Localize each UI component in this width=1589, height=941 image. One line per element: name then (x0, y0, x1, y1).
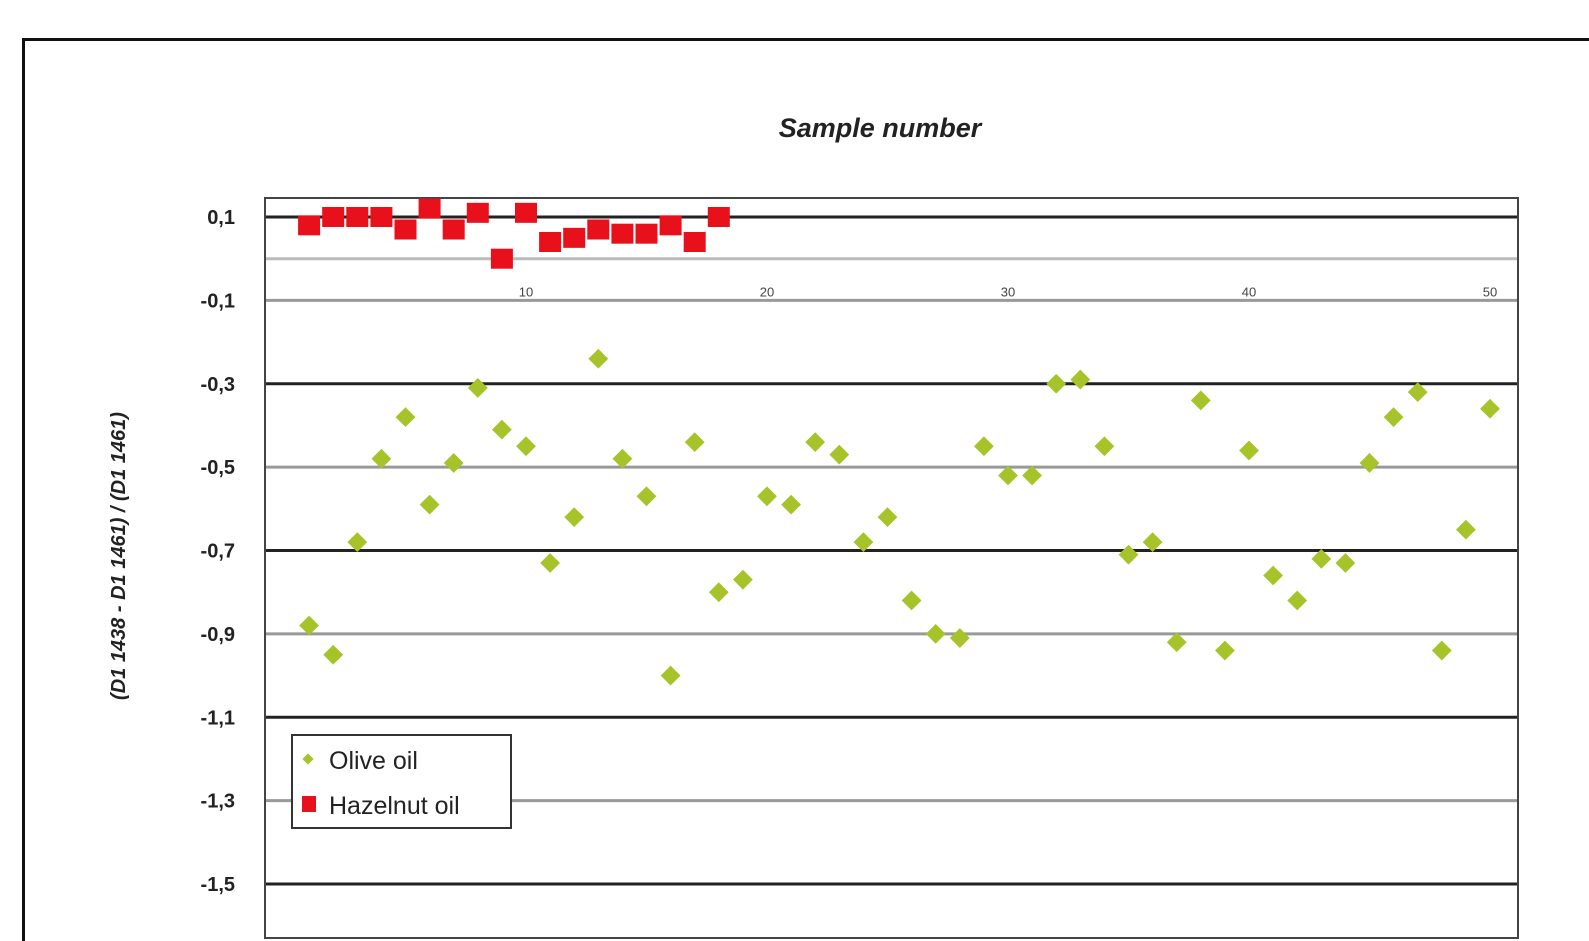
olive-oil-point (781, 494, 801, 515)
x-tick-label: 20 (760, 285, 774, 300)
olive-oil-point (757, 486, 777, 507)
olive-oil-point (1094, 436, 1115, 457)
legend-marker-hazelnut (302, 796, 316, 812)
y-tick-label: -0,7 (201, 541, 235, 563)
hazelnut-oil-point (322, 207, 345, 227)
y-tick-label: -0,1 (201, 290, 235, 312)
scatter-chart: Sample number (D1 1438 - D1 1461) / (D1 … (108, 113, 1519, 939)
legend: Olive oil Hazelnut oil (291, 734, 512, 829)
olive-oil-point (949, 628, 970, 648)
olive-oil-point (853, 532, 874, 553)
olive-oil-point (1166, 632, 1187, 653)
olive-oil-point (998, 465, 1018, 486)
olive-oil-point (733, 569, 753, 590)
olive-oil-point (901, 590, 922, 611)
olive-oil-point (492, 419, 512, 440)
olive-oil-point (1407, 382, 1428, 402)
hazelnut-oil-point (418, 198, 441, 219)
hazelnut-oil-point (539, 232, 562, 253)
x-tick-label: 40 (1242, 285, 1256, 300)
olive-oil-point (829, 444, 850, 465)
y-tick-label: 0,1 (207, 207, 235, 229)
x-tick-label: 10 (519, 285, 533, 300)
olive-oil-point (323, 644, 344, 665)
hazelnut-oil-point (346, 207, 369, 227)
olive-oil-point (612, 448, 633, 469)
hazelnut-oil-point (298, 215, 321, 236)
hazelnut-oil-point (394, 219, 417, 240)
olive-oil-point (1383, 407, 1404, 427)
x-axis-ticks: 10 20 30 40 50 (519, 285, 1497, 300)
olive-oil-point (1287, 590, 1308, 611)
legend-box (291, 734, 512, 829)
olive-oil-series (299, 348, 1500, 686)
hazelnut-oil-point (442, 219, 465, 240)
olive-oil-point (419, 494, 440, 515)
olive-oil-point (974, 436, 994, 457)
hazelnut-oil-series (298, 198, 730, 269)
legend-label-hazelnut: Hazelnut oil (329, 792, 460, 820)
olive-oil-point (1215, 640, 1235, 661)
hazelnut-oil-point (683, 232, 706, 253)
hazelnut-oil-point (490, 248, 513, 269)
olive-oil-point (1046, 373, 1067, 394)
y-tick-label: -0,3 (201, 374, 235, 396)
olive-oil-point (1142, 532, 1163, 553)
olive-oil-point (1263, 565, 1283, 586)
olive-oil-point (1118, 544, 1139, 565)
hazelnut-oil-point (635, 223, 658, 244)
y-tick-label: -1,5 (201, 874, 235, 896)
y-tick-label: -1,3 (201, 791, 235, 813)
chart-frame: Sample number (D1 1438 - D1 1461) / (D1 … (22, 38, 1589, 941)
legend-label-olive: Olive oil (329, 747, 418, 775)
hazelnut-oil-point (707, 207, 730, 227)
hazelnut-oil-point (587, 219, 610, 240)
olive-oil-point (588, 348, 609, 369)
olive-oil-point (660, 665, 681, 686)
olive-oil-point (805, 432, 826, 453)
legend-marker-olive (302, 753, 314, 765)
y-tick-label: -1,1 (201, 707, 235, 729)
olive-oil-point (371, 448, 392, 469)
olive-oil-point (1480, 398, 1500, 419)
olive-oil-point (564, 507, 585, 528)
olive-oil-point (877, 507, 898, 528)
olive-oil-point (1070, 369, 1091, 390)
olive-oil-point (467, 378, 488, 398)
olive-oil-point (395, 407, 416, 427)
chart-title: Sample number (779, 113, 983, 143)
olive-oil-point (636, 486, 657, 507)
y-tick-label: -0,5 (201, 457, 235, 479)
olive-oil-point (540, 553, 560, 573)
y-axis-label: (D1 1438 - D1 1461) / (D1 1461) (108, 412, 130, 700)
hazelnut-oil-point (515, 202, 537, 223)
hazelnut-oil-point (466, 202, 489, 223)
olive-oil-point (299, 615, 319, 636)
x-tick-label: 50 (1483, 285, 1497, 300)
y-axis-ticks: 0,1 -0,1 -0,3 -0,5 -0,7 -0,9 -1,1 -1,3 -1,5 (201, 207, 235, 896)
hazelnut-oil-point (370, 207, 393, 227)
olive-oil-point (925, 623, 946, 644)
olive-oil-point (1431, 640, 1452, 661)
olive-oil-point (443, 453, 464, 473)
olive-oil-point (1190, 390, 1211, 411)
olive-oil-point (1456, 519, 1476, 540)
olive-oil-point (347, 532, 368, 553)
olive-oil-point (516, 436, 536, 457)
hazelnut-oil-point (611, 223, 634, 244)
hazelnut-oil-point (659, 215, 682, 236)
x-tick-label: 30 (1001, 285, 1015, 300)
olive-oil-point (1022, 465, 1042, 486)
y-tick-label: -0,9 (201, 624, 235, 646)
olive-oil-point (1239, 440, 1259, 461)
olive-oil-point (708, 582, 729, 603)
olive-oil-point (1359, 453, 1380, 473)
olive-oil-point (1335, 553, 1356, 573)
olive-oil-point (684, 432, 705, 453)
hazelnut-oil-point (563, 227, 586, 248)
